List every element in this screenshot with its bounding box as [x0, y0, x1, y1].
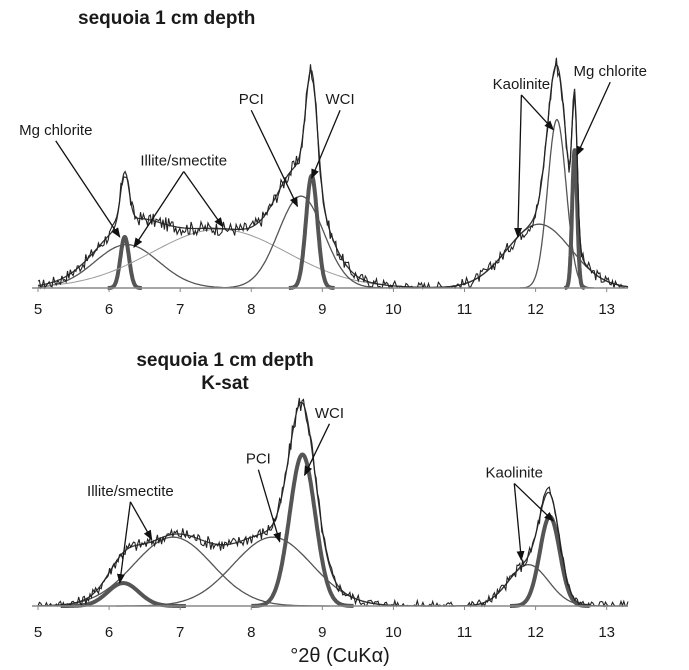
- x-tick-label: 12: [527, 301, 544, 318]
- bottom-panel-title: sequoia 1 cm depth: [136, 350, 313, 371]
- x-tick-label: 5: [34, 624, 42, 641]
- annotation-arrow: [303, 423, 331, 477]
- peak-mg-chlorite-curve: [105, 235, 144, 290]
- annotation-arrow: [55, 140, 121, 238]
- peak-wci-curve: [287, 173, 337, 290]
- top-panel-annotations: Mg chlorite Illite/smectite PCI WCI Kaolinit…: [19, 63, 647, 248]
- top-panel-title: sequoia 1 cm depth: [78, 8, 255, 29]
- annotation-arrow: [514, 94, 523, 238]
- top-panel-x-axis: 5 6 7 8 9 10 11 12 13: [32, 287, 628, 318]
- x-axis-label: °2θ (CuKα): [290, 645, 390, 667]
- bottom-panel-subtitle: K-sat: [201, 373, 249, 394]
- annotation-arrow: [513, 483, 525, 562]
- observed-pattern-line: [37, 57, 629, 290]
- x-tick-label: 10: [385, 624, 402, 641]
- peak-mg-chlorite-curve: [562, 148, 587, 290]
- annotation-label: PCI: [239, 91, 264, 108]
- x-tick-label: 11: [457, 624, 473, 641]
- annotation-label: Kaolinite: [485, 464, 543, 481]
- annotation-label: Illite/smectite: [140, 152, 227, 169]
- annotation-arrow: [513, 482, 555, 522]
- peak-wci-curve: [249, 452, 355, 608]
- x-tick-label: 7: [176, 301, 184, 318]
- fitted-sum-line: [38, 401, 628, 607]
- peak-pci-curve: [210, 195, 392, 289]
- x-tick-label: 8: [247, 624, 255, 641]
- x-tick-label: 13: [598, 301, 615, 318]
- annotation-label: Mg chlorite: [19, 122, 92, 139]
- annotation-label: Kaolinite: [493, 76, 551, 93]
- annotation-label: PCI: [246, 451, 271, 468]
- x-tick-label: 11: [457, 301, 473, 318]
- bottom-panel: sequoia 1 cm depth K-sat 5 6 7 8 9 10 11 12 13 I…: [32, 350, 629, 667]
- annotation-label: Mg chlorite: [574, 63, 647, 80]
- x-tick-label: 9: [318, 624, 326, 641]
- bottom-panel-annotations: Illite/smectite PCI WCI Kaolinite: [87, 405, 555, 585]
- x-tick-label: 8: [247, 301, 255, 318]
- annotation-arrow: [576, 81, 611, 157]
- annotation-label: WCI: [326, 91, 355, 108]
- x-tick-label: 7: [176, 624, 184, 641]
- annotation-arrow: [129, 501, 153, 541]
- annotation-arrow: [116, 501, 132, 585]
- x-tick-label: 10: [385, 301, 402, 318]
- x-tick-label: 6: [105, 301, 113, 318]
- annotation-arrow: [311, 109, 341, 180]
- annotation-label: Illite/smectite: [87, 483, 174, 500]
- annotation-label: WCI: [315, 405, 344, 422]
- bottom-panel-x-axis: 5 6 7 8 9 10 11 12 13: [32, 605, 628, 641]
- x-tick-label: 5: [34, 301, 42, 318]
- annotation-arrow: [133, 171, 185, 248]
- annotation-arrow: [257, 469, 281, 543]
- x-tick-label: 9: [318, 301, 326, 318]
- bottom-panel-marks: [37, 397, 629, 608]
- x-tick-label: 13: [598, 624, 615, 641]
- peak-illite-smectite-curve: [37, 243, 255, 289]
- annotation-arrow: [520, 94, 555, 131]
- observed-pattern-line: [37, 397, 629, 608]
- annotation-arrow: [183, 171, 224, 228]
- x-tick-label: 12: [527, 624, 544, 641]
- annotation-arrow: [250, 109, 299, 208]
- top-panel: sequoia 1 cm depth 5 6 7 8 9 10 11 12 13 Mg chlo…: [19, 8, 647, 318]
- x-tick-label: 6: [105, 624, 113, 641]
